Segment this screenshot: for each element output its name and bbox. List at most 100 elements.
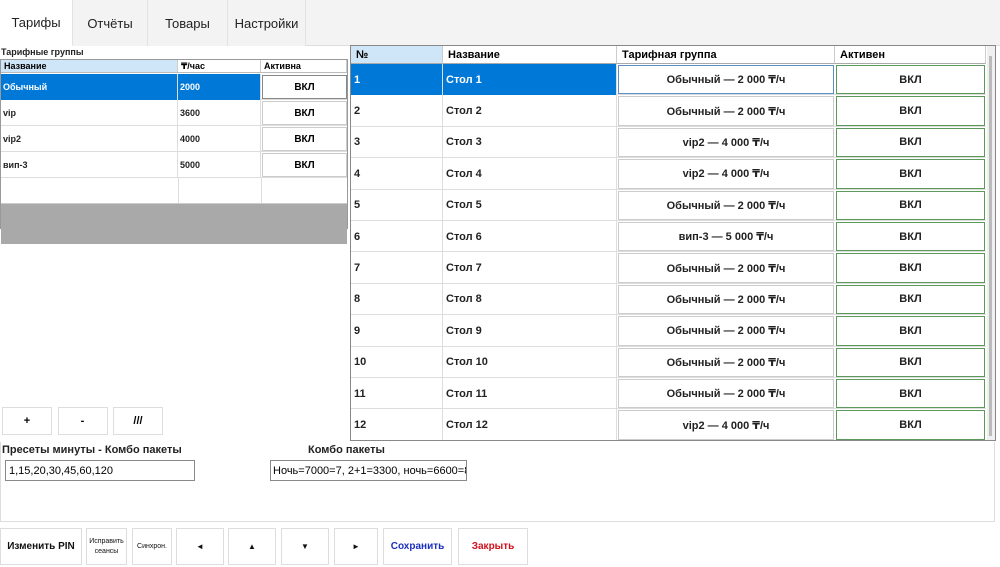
tariff-table: Название ₸/час Активна Обычный 2000 ВКЛ vip 360… [0,59,348,244]
tariff-select[interactable]: vip2 — 4 000 ₸/ч [618,410,834,440]
table-row[interactable]: 3 Стол 3 vip2 — 4 000 ₸/ч ВКЛ [351,126,986,159]
text-input[interactable]: Ночь=7000=7, 2+1=3300, ночь=6600=8 [270,460,467,481]
cell: Стол 10 [443,346,617,378]
table-row[interactable]: 8 Стол 8 Обычный — 2 000 ₸/ч ВКЛ [351,283,986,316]
cell: Стол 9 [443,315,617,347]
cell: 12 [351,409,443,440]
toggle-button[interactable]: ВКЛ [262,75,347,99]
table-row[interactable]: 10 Стол 10 Обычный — 2 000 ₸/ч ВКЛ [351,346,986,378]
action-button[interactable]: - [57,407,108,435]
cell: 10 [351,346,443,378]
cell: Стол 11 [443,378,617,410]
toggle-button[interactable]: ВКЛ [836,253,985,283]
toggle-button[interactable]: ВКЛ [836,127,985,158]
toggle-button[interactable]: ВКЛ [836,65,985,95]
column-header: Название [1,60,178,73]
toggle-button[interactable]: ВКЛ [836,347,985,377]
cell: Стол 3 [443,126,617,159]
toggle-button[interactable]: ВКЛ [836,159,985,189]
cell: вип-3 [1,152,178,178]
table-row[interactable]: Обычный 2000 ВКЛ [1,74,347,100]
cell: vip2 [1,126,178,152]
toggle-button[interactable]: ВКЛ [836,379,985,409]
cell: 4000 [178,126,261,152]
table-row[interactable]: 4 Стол 4 vip2 — 4 000 ₸/ч ВКЛ [351,158,986,190]
table-row[interactable]: 5 Стол 5 Обычный — 2 000 ₸/ч ВКЛ [351,189,986,221]
table-row[interactable]: 12 Стол 12 vip2 — 4 000 ₸/ч ВКЛ [351,409,986,440]
tariff-select[interactable]: Обычный — 2 000 ₸/ч [618,253,834,283]
table-row[interactable]: vip 3600 ВКЛ [1,100,347,126]
tables-grid: № Название Тарифная группа Активен 1 Стол 1 Об… [350,45,996,441]
table-row[interactable]: 7 Стол 7 Обычный — 2 000 ₸/ч ВКЛ [351,252,986,284]
cell: 1 [351,64,443,96]
tariff-select[interactable]: Обычный — 2 000 ₸/ч [618,65,834,95]
tariff-select[interactable]: Обычный — 2 000 ₸/ч [618,379,834,409]
footer-button[interactable]: Закрыть [458,528,528,565]
cell: 4 [351,158,443,190]
toggle-button[interactable]: ВКЛ [262,153,347,177]
tariff-select[interactable]: Обычный — 2 000 ₸/ч [618,96,834,126]
footer-button[interactable]: Синхрон. [132,528,172,565]
toggle-button[interactable]: ВКЛ [262,127,347,151]
footer-button[interactable]: ► [334,528,378,565]
table-row[interactable]: вип-3 5000 ВКЛ [1,152,347,178]
cell: 8 [351,283,443,316]
cell: 7 [351,252,443,284]
footer-button[interactable]: Сохранить [383,528,452,565]
cell: Стол 7 [443,252,617,284]
toggle-button[interactable]: ВКЛ [836,316,985,346]
cell: 11 [351,378,443,410]
tab[interactable]: Настройки [228,0,306,46]
cell: Стол 8 [443,283,617,316]
action-button[interactable]: + [2,407,52,435]
section-title: Тарифные группы [1,47,84,57]
cell: 3 [351,126,443,159]
table-row[interactable]: 6 Стол 6 вип-3 — 5 000 ₸/ч ВКЛ [351,221,986,253]
empty-row [1,178,347,204]
tab[interactable]: Отчёты [73,0,148,46]
table-row[interactable]: 2 Стол 2 Обычный — 2 000 ₸/ч ВКЛ [351,95,986,127]
field-label: Пресеты минуты - Комбо пакеты [2,444,182,456]
cell: vip [1,100,178,126]
column-header: Тарифная группа [617,46,835,64]
toggle-button[interactable]: ВКЛ [836,96,985,126]
tariff-select[interactable]: Обычный — 2 000 ₸/ч [618,347,834,377]
cell: Стол 1 [443,64,617,96]
action-button[interactable]: /// [113,407,163,435]
footer-button[interactable]: Исправить сеансы [86,528,127,565]
column-header: № [351,46,443,64]
column-header: Название [443,46,617,64]
toggle-button[interactable]: ВКЛ [262,101,347,125]
cell: 9 [351,315,443,347]
footer-button[interactable]: ▼ [281,528,329,565]
footer-button[interactable]: ◄ [176,528,224,565]
footer-button[interactable]: Изменить PIN [0,528,82,565]
footer-button[interactable]: ▲ [228,528,276,565]
toggle-button[interactable]: ВКЛ [836,222,985,252]
tab[interactable]: Товары [148,0,228,46]
toggle-button[interactable]: ВКЛ [836,284,985,315]
cell: 2 [351,95,443,127]
cell: Обычный [1,74,178,100]
table-row[interactable]: vip2 4000 ВКЛ [1,126,347,152]
table-row[interactable]: 11 Стол 11 Обычный — 2 000 ₸/ч ВКЛ [351,378,986,410]
column-header: ₸/час [178,60,261,73]
column-header: Активен [835,46,986,64]
toggle-button[interactable]: ВКЛ [836,410,985,440]
tariff-select[interactable]: Обычный — 2 000 ₸/ч [618,284,834,315]
cell: 3600 [178,100,261,126]
tariff-select[interactable]: вип-3 — 5 000 ₸/ч [618,222,834,252]
toggle-button[interactable]: ВКЛ [836,190,985,220]
table-row[interactable]: 1 Стол 1 Обычный — 2 000 ₸/ч ВКЛ [351,64,986,96]
cell: 2000 [178,74,261,100]
tariff-select[interactable]: Обычный — 2 000 ₸/ч [618,316,834,346]
settings-panel [0,442,995,522]
tariff-select[interactable]: Обычный — 2 000 ₸/ч [618,190,834,220]
cell: Стол 5 [443,189,617,221]
tariff-select[interactable]: vip2 — 4 000 ₸/ч [618,159,834,189]
tariff-select[interactable]: vip2 — 4 000 ₸/ч [618,127,834,158]
text-input[interactable]: 1,15,20,30,45,60,120 [5,460,195,481]
cell: 5000 [178,152,261,178]
tab[interactable]: Тарифы [0,0,73,46]
table-row[interactable]: 9 Стол 9 Обычный — 2 000 ₸/ч ВКЛ [351,315,986,347]
